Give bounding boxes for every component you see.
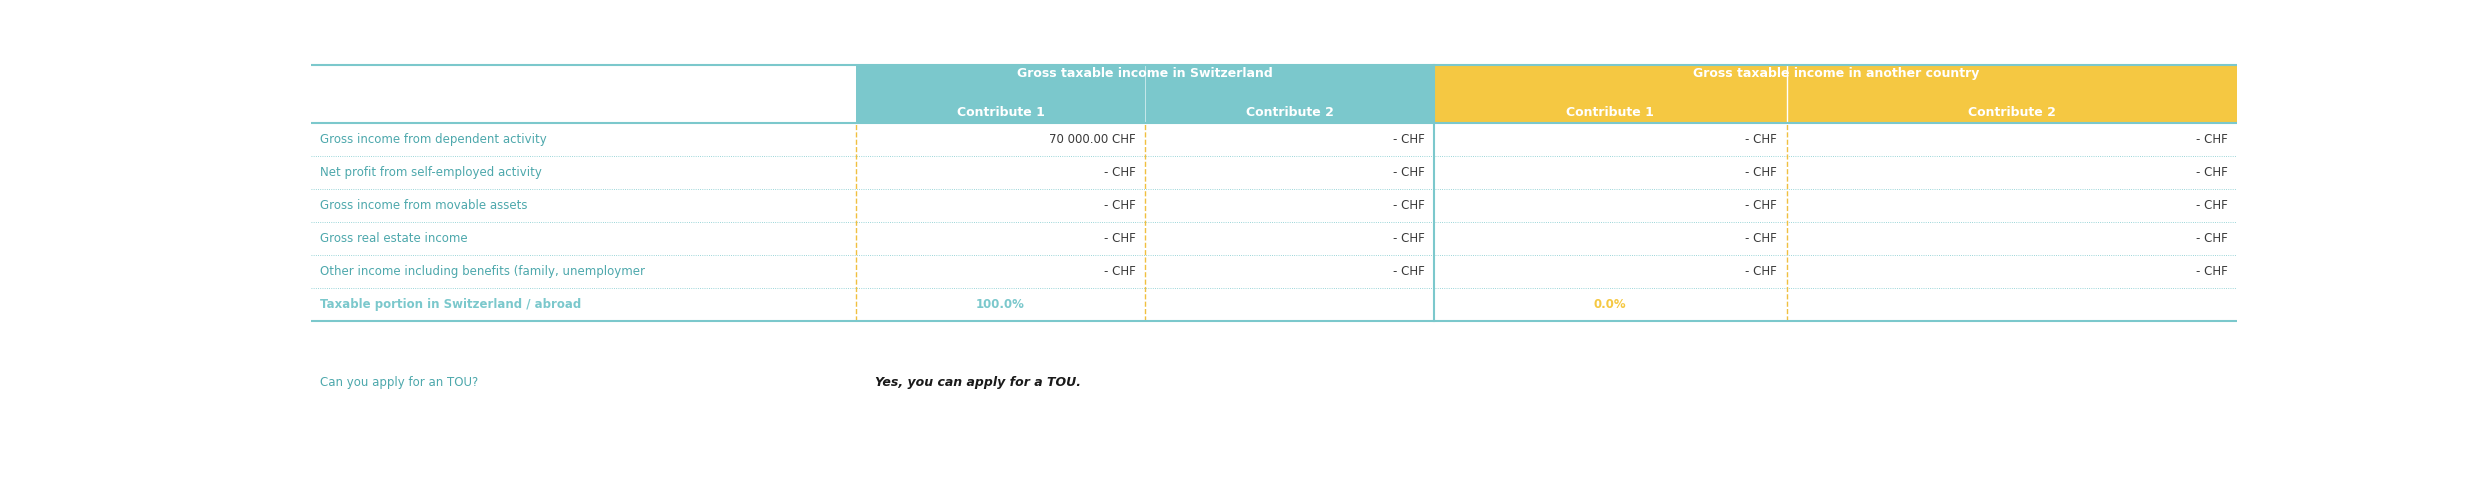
Text: 0.0%: 0.0%	[1594, 298, 1626, 311]
Text: - CHF: - CHF	[2195, 133, 2227, 146]
Text: Gross income from movable assets: Gross income from movable assets	[321, 199, 527, 212]
Text: Contribute 2: Contribute 2	[1245, 106, 1332, 119]
Text: Contribute 1: Contribute 1	[957, 106, 1044, 119]
Text: - CHF: - CHF	[2195, 232, 2227, 245]
Text: Gross income from dependent activity: Gross income from dependent activity	[321, 133, 547, 146]
Text: 70 000.00 CHF: 70 000.00 CHF	[1049, 133, 1136, 146]
Text: - CHF: - CHF	[1104, 166, 1136, 179]
Text: 100.0%: 100.0%	[977, 298, 1024, 311]
Text: Net profit from self-employed activity: Net profit from self-employed activity	[321, 166, 542, 179]
Text: - CHF: - CHF	[1745, 166, 1777, 179]
Text: - CHF: - CHF	[2195, 265, 2227, 278]
Text: - CHF: - CHF	[1104, 232, 1136, 245]
Text: Taxable portion in Switzerland / abroad: Taxable portion in Switzerland / abroad	[321, 298, 582, 311]
Text: - CHF: - CHF	[1745, 265, 1777, 278]
Text: Gross taxable income in Switzerland: Gross taxable income in Switzerland	[1017, 67, 1273, 79]
Text: - CHF: - CHF	[1745, 133, 1777, 146]
Text: Yes, you can apply for a TOU.: Yes, you can apply for a TOU.	[875, 376, 1081, 389]
Text: Other income including benefits (family, unemploymer: Other income including benefits (family,…	[321, 265, 646, 278]
FancyBboxPatch shape	[1434, 65, 2237, 122]
Text: Contribute 2: Contribute 2	[1969, 106, 2056, 119]
Text: Gross taxable income in another country: Gross taxable income in another country	[1693, 67, 1979, 79]
Text: - CHF: - CHF	[1745, 232, 1777, 245]
Text: - CHF: - CHF	[1745, 199, 1777, 212]
Text: - CHF: - CHF	[1392, 133, 1424, 146]
Text: - CHF: - CHF	[1104, 265, 1136, 278]
Text: Contribute 1: Contribute 1	[1566, 106, 1653, 119]
Text: - CHF: - CHF	[1392, 166, 1424, 179]
Text: - CHF: - CHF	[1104, 199, 1136, 212]
FancyBboxPatch shape	[855, 65, 1434, 122]
Text: - CHF: - CHF	[1392, 265, 1424, 278]
Text: - CHF: - CHF	[1392, 199, 1424, 212]
Text: - CHF: - CHF	[2195, 199, 2227, 212]
Text: Gross real estate income: Gross real estate income	[321, 232, 467, 245]
Text: - CHF: - CHF	[1392, 232, 1424, 245]
Text: Can you apply for an TOU?: Can you apply for an TOU?	[321, 376, 480, 389]
Text: - CHF: - CHF	[2195, 166, 2227, 179]
